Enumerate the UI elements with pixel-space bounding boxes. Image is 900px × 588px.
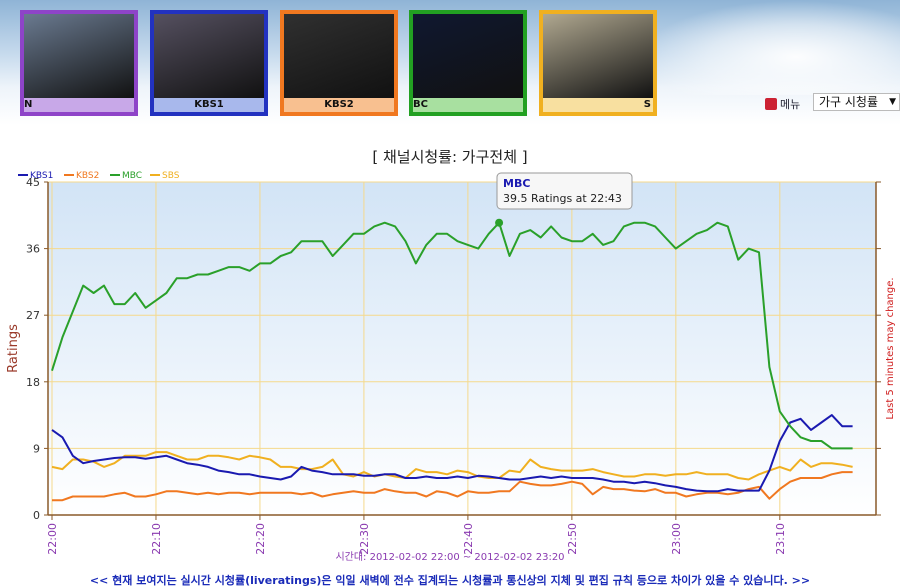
x-tick-label: 23:00 [670,523,683,555]
tooltip-text: 39.5 Ratings at 22:43 [503,192,622,205]
ratings-chart: 0 9 18 27 36 45 22:00 22:10 22:20 22:30 22:40 22:50… [6,171,896,563]
series-line-kbs2 [52,471,853,502]
tooltip-box [496,172,633,210]
right-axis-label: Last 5 minutes may change. [885,277,896,419]
legend-label: KBS2 [76,171,99,181]
legend-label: MBC [122,171,142,181]
notice-text: << 현재 보여지는 실시간 시청률(liveratings)은 익일 새벽에 … [89,574,811,587]
sky-background [640,0,900,95]
channel-thumb-caption: BC [413,98,523,112]
series-line-mbc [51,221,853,450]
y-tick-label: 0 [33,509,40,522]
x-tick-label: 22:10 [150,523,163,555]
x-axis-caption: 시간대: 2012-02-02 22:00 ~ 2012-02-02 23:20 [335,551,564,563]
y-tick-label: 18 [26,376,40,389]
x-tick-label: 22:50 [566,523,579,555]
channel-thumb-image [24,14,134,98]
channel-thumb-1[interactable]: N [20,10,138,116]
y-tick-label: 36 [26,243,40,256]
channel-thumb-image [154,14,264,98]
tooltip-series: MBC [503,177,530,190]
audience-select-value: 가구 시청률 [819,95,879,109]
x-tick-label: 22:00 [46,523,59,555]
menu-label: 메뉴 [780,98,801,111]
channel-thumb-caption: KBS1 [154,98,264,112]
channel-thumb-caption: S [543,98,653,112]
channel-thumb-image [543,14,653,98]
tooltip-point [495,218,504,227]
series-line-sbs [51,451,853,481]
x-tick-label: 22:30 [358,523,371,555]
menu-link[interactable]: 메뉴 [765,96,800,112]
x-tick-label: 22:20 [254,523,267,555]
y-tick-label: 9 [33,442,40,455]
x-tick-label: 23:10 [774,523,787,555]
channel-thumb-image [413,14,523,98]
dropdown-arrow-icon: ▼ [889,97,896,107]
x-tick-label: 22:40 [462,523,475,555]
y-tick-label: 27 [26,309,40,322]
channel-thumb-4[interactable]: BC [409,10,527,116]
audience-select[interactable]: 가구 시청률 ▼ [813,93,900,111]
plot-area [48,182,876,515]
channel-thumb-3[interactable]: KBS2 [280,10,398,116]
y-tick-label: 45 [26,176,40,189]
series-line-kbs1 [51,414,853,493]
y-axis-label: Ratings [6,324,21,373]
legend-label: KBS1 [30,171,53,181]
menu-icon [765,98,777,110]
channel-thumb-5[interactable]: S [539,10,657,116]
legend-label: SBS [162,171,180,181]
channel-thumb-2[interactable]: KBS1 [150,10,268,116]
channel-thumb-caption: KBS2 [284,98,394,112]
channel-thumb-caption: N [24,98,134,112]
channel-thumb-image [284,14,394,98]
chart-title: [ 채널시청률: 가구전체 ] [372,148,528,166]
